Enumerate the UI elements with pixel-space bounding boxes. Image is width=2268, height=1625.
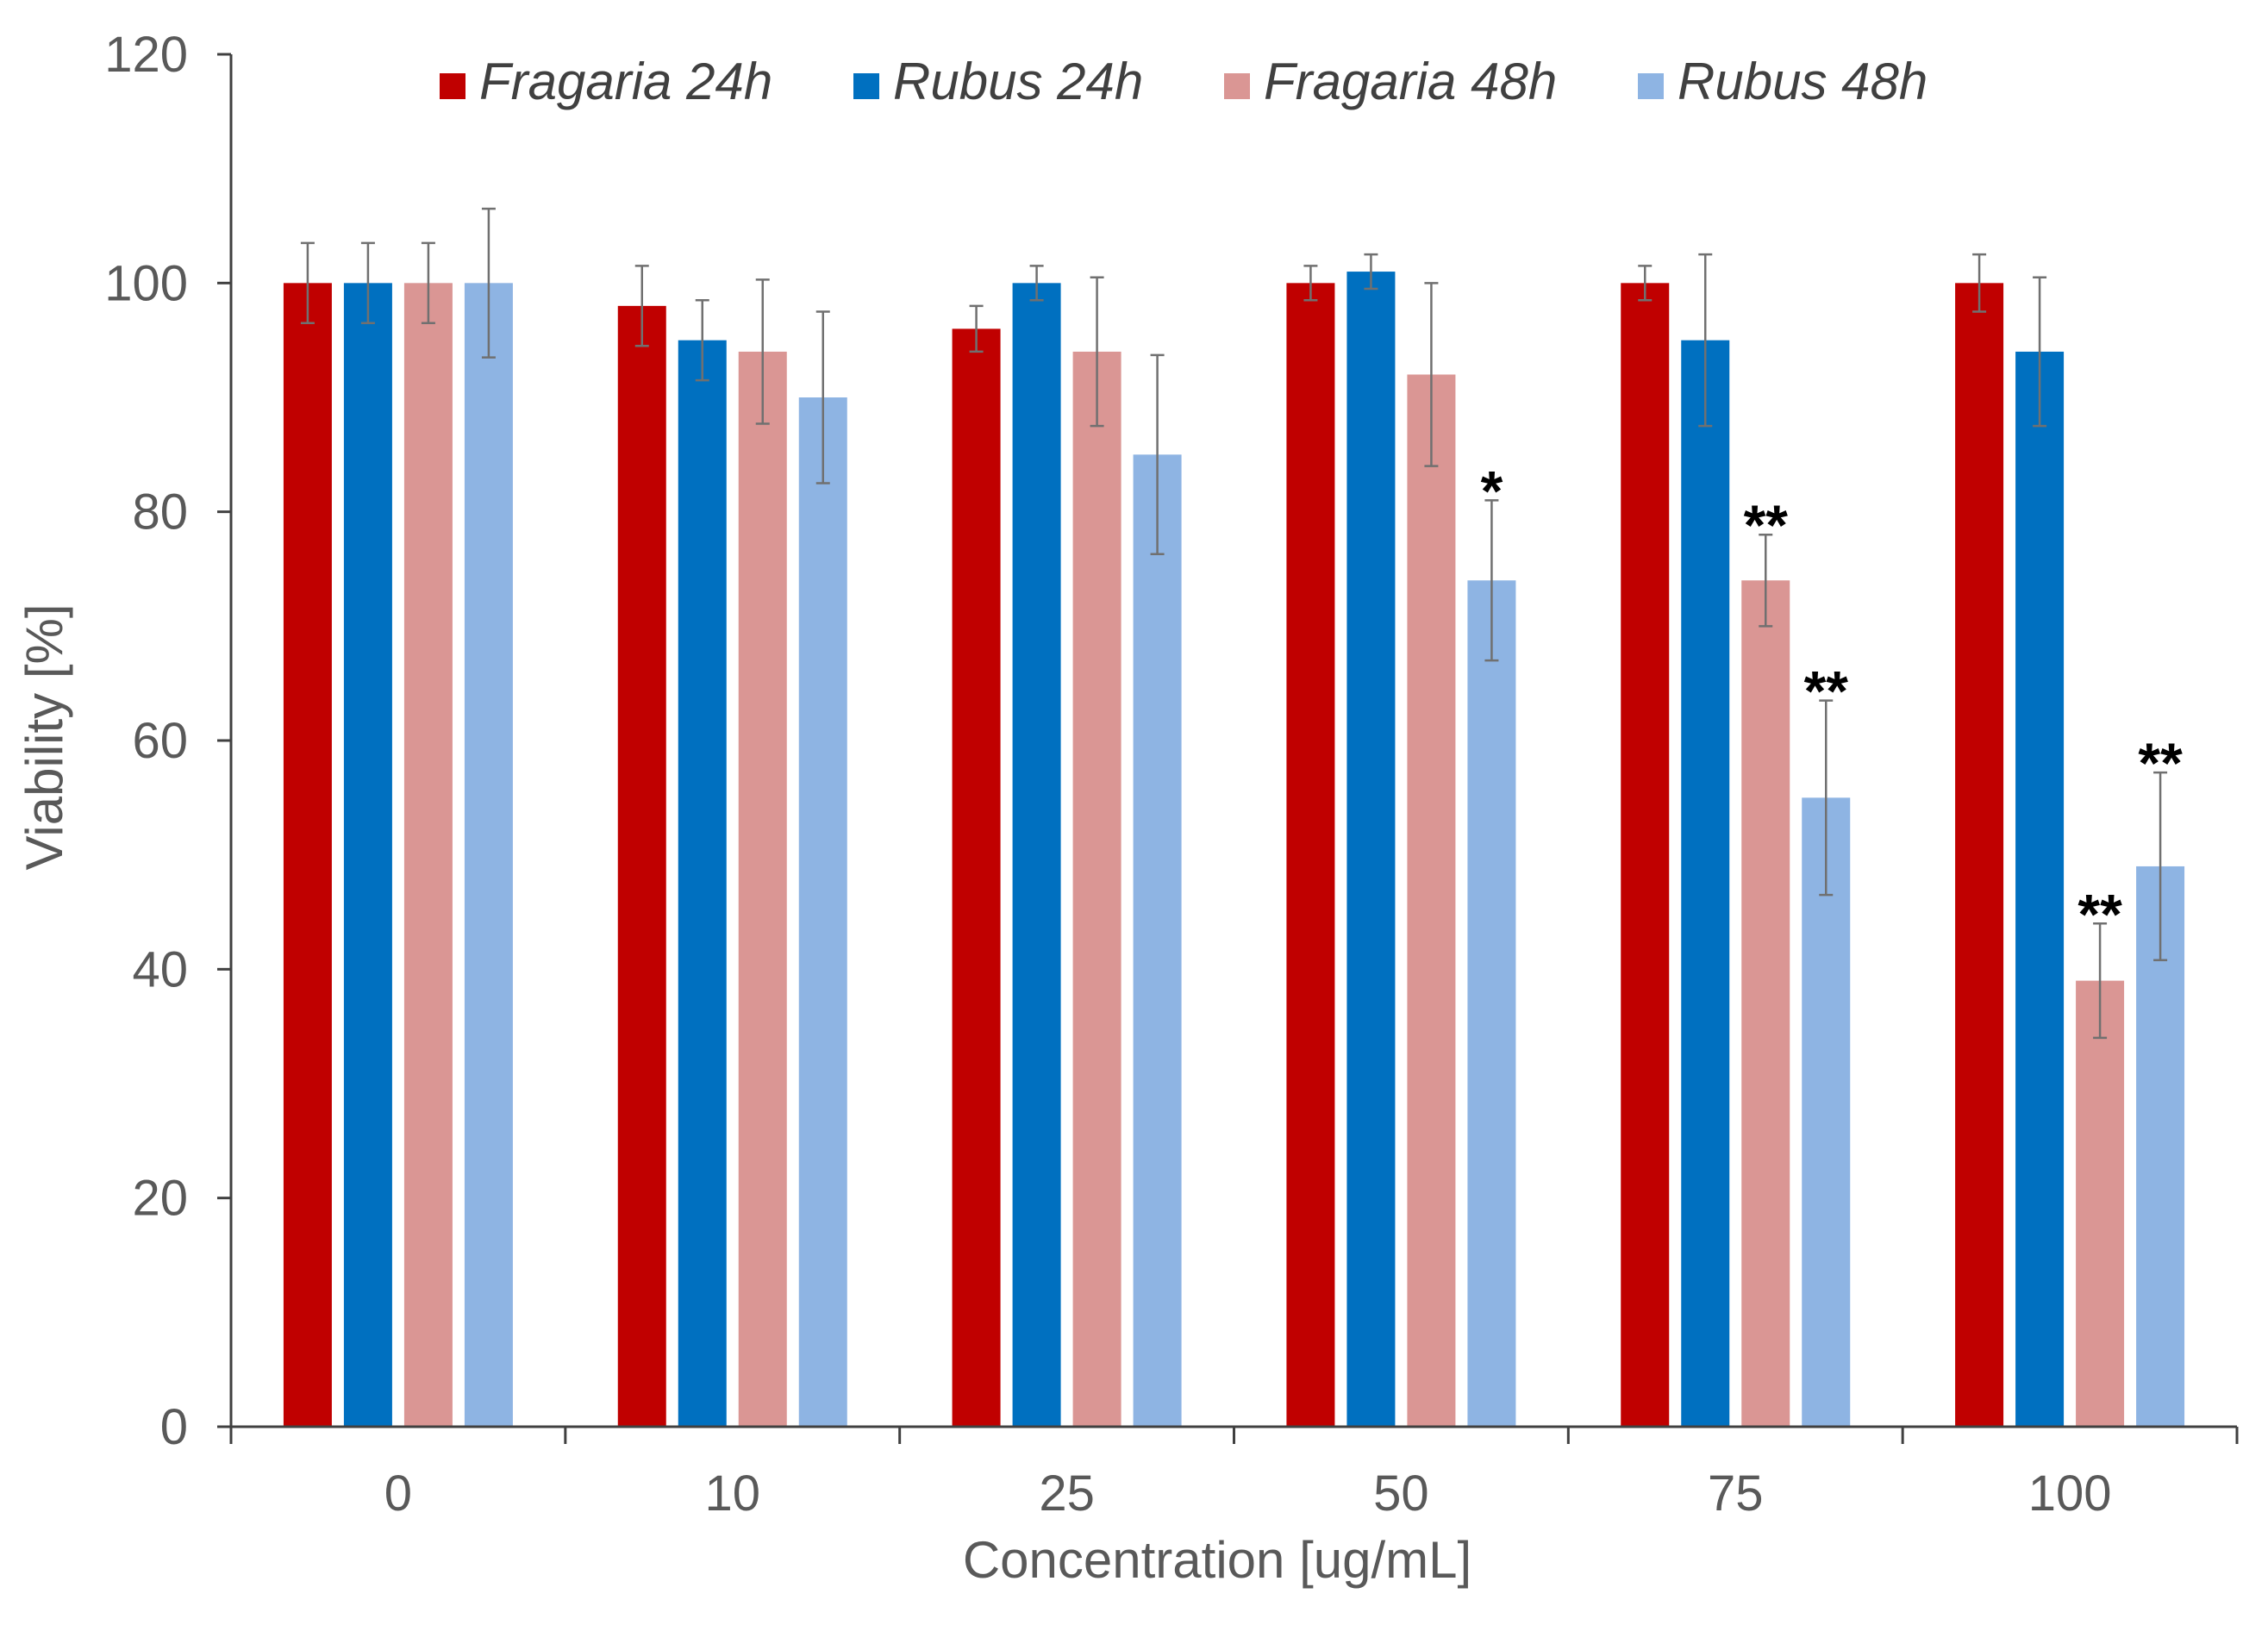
significance-mark: ** — [2077, 882, 2122, 946]
bars-layer — [283, 272, 2185, 1428]
bar — [1286, 283, 1335, 1427]
significance-layer: ********* — [1481, 459, 2184, 946]
legend-swatch — [440, 73, 465, 99]
x-tick-label: 75 — [1708, 1466, 1764, 1522]
legend-label: Fragaria 48h — [1264, 53, 1557, 110]
bar — [1621, 283, 1670, 1427]
significance-mark: ** — [1744, 493, 1789, 557]
significance-mark: ** — [2138, 731, 2183, 795]
bar — [1802, 797, 1851, 1427]
significance-mark: ** — [1804, 659, 1849, 723]
bar — [403, 283, 453, 1427]
bar — [1346, 272, 1396, 1428]
bar — [617, 305, 666, 1427]
bar — [1407, 374, 1456, 1427]
legend: Fragaria 24h Rubus 24h Fragaria 48h Rubus 4… — [440, 53, 1927, 110]
bar — [464, 283, 513, 1427]
bar — [343, 283, 392, 1427]
bar — [952, 328, 1001, 1427]
legend-swatch — [853, 73, 879, 99]
y-tick-label: 120 — [104, 27, 188, 83]
legend-swatch — [1224, 73, 1250, 99]
bar — [1681, 340, 1730, 1428]
bar — [798, 397, 847, 1427]
significance-mark: * — [1481, 459, 1503, 522]
bar — [2076, 980, 2125, 1427]
y-tick-label: 100 — [104, 255, 188, 311]
x-axis-title: Concentration [ug/mL] — [963, 1531, 1471, 1589]
bar — [1072, 351, 1122, 1427]
y-tick-label: 60 — [132, 713, 188, 769]
x-tick-label: 50 — [1373, 1466, 1429, 1522]
x-tick-label: 100 — [2028, 1466, 2112, 1522]
bar — [1012, 283, 1061, 1427]
bar — [1133, 454, 1182, 1428]
legend-label: Rubus 48h — [1678, 53, 1927, 110]
y-tick-label: 0 — [160, 1399, 188, 1455]
y-tick-label: 80 — [132, 484, 188, 541]
legend-swatch — [1638, 73, 1664, 99]
legend-label: Fragaria 24h — [479, 53, 772, 110]
x-tick-label: 0 — [384, 1466, 412, 1522]
bar — [678, 340, 727, 1428]
y-tick-label: 40 — [132, 941, 188, 997]
bar — [738, 351, 787, 1427]
axes-layer: 0 20 40 60 80 100 120 0 10 25 50 75 100 — [104, 27, 2239, 1522]
legend-label: Rubus 24h — [893, 53, 1143, 110]
y-tick-label: 20 — [132, 1171, 188, 1227]
x-tick-label: 10 — [704, 1466, 760, 1522]
bar — [2015, 351, 2065, 1427]
bar — [1467, 580, 1516, 1427]
error-bars-layer — [300, 207, 2168, 1040]
bar — [283, 283, 332, 1427]
x-tick-label: 25 — [1039, 1466, 1095, 1522]
y-axis-title: Viability [%] — [16, 603, 73, 870]
bar — [1741, 580, 1790, 1427]
bar — [1955, 283, 2004, 1427]
